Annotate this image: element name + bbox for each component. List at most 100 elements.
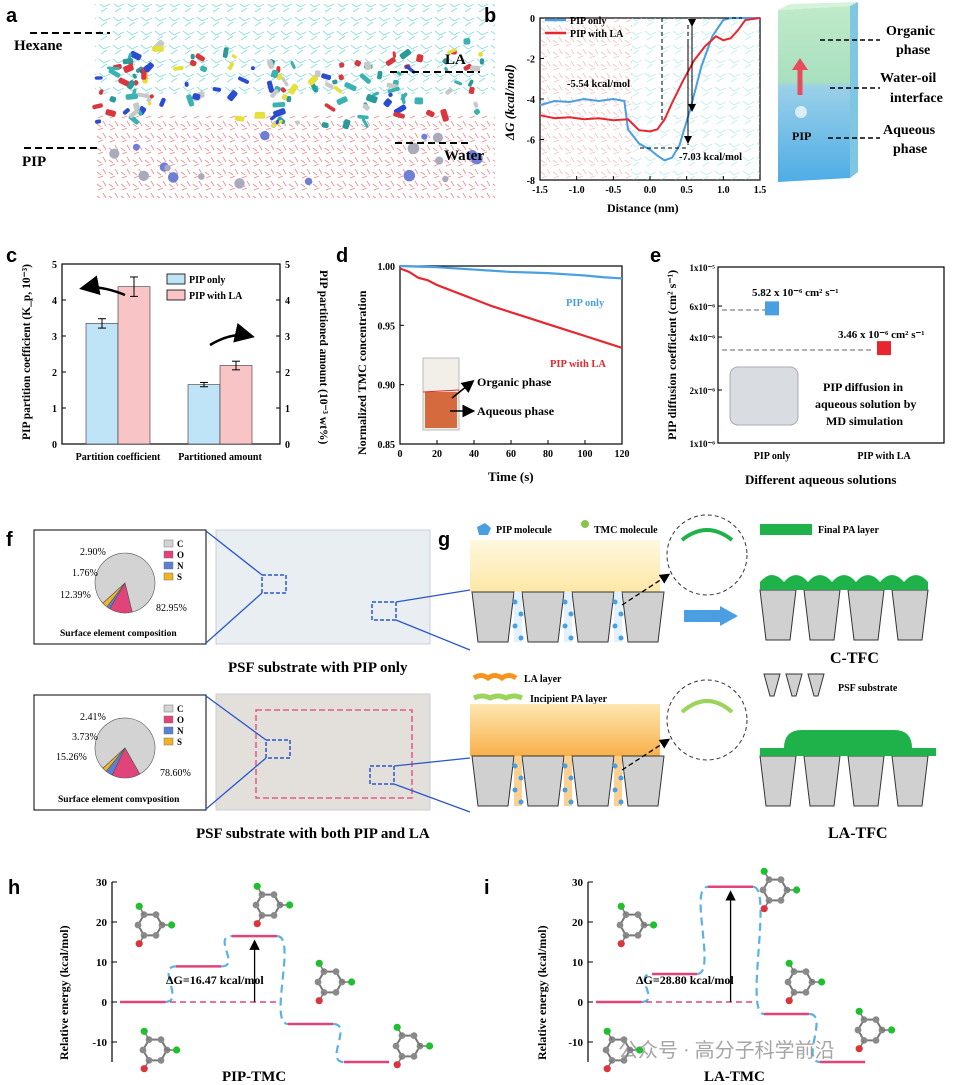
pie-top-label-c: 82.95% <box>156 603 187 614</box>
legend-pip-molecule: PIP molecule <box>496 525 552 536</box>
molecule-atom-substituent <box>135 902 143 910</box>
axes-d: 0 20 40 60 80 100 120 0.85 0.90 0.95 1.00 <box>378 262 630 460</box>
la-molecule-segment <box>147 101 152 106</box>
la-molecule-segment <box>129 108 140 119</box>
pip-molecule-atom <box>198 173 205 180</box>
legend-la-layer: LA layer <box>524 674 562 685</box>
la-molecule-segment <box>344 82 357 92</box>
molecule-atom-substituent <box>315 997 323 1005</box>
la-molecule-segment <box>416 54 424 63</box>
la-molecule-segment <box>273 108 286 118</box>
molecule-atom-c <box>410 1052 418 1060</box>
pie-legend-label-O: O <box>177 550 184 560</box>
molecule-atom-c <box>802 988 810 996</box>
la-molecule-segment <box>425 109 435 118</box>
molecule-atom-substituent <box>855 1045 863 1053</box>
y-tick-label: 20 <box>572 917 584 929</box>
la-molecule-segment <box>333 85 342 94</box>
molecule-atom-substituent <box>785 959 793 967</box>
legend-pip-la-b: PIP with LA <box>570 29 624 40</box>
legend-psf-substrate: PSF substrate <box>838 683 898 694</box>
la-molecule-segment <box>144 62 154 73</box>
la-molecule-segment <box>126 80 136 90</box>
x-category-label-e: PIP with LA <box>857 451 911 462</box>
la-molecule-segment <box>361 118 369 128</box>
la-molecule-segment <box>228 62 234 71</box>
x-tick-label-d: 20 <box>432 449 442 460</box>
la-molecule-segment <box>149 94 154 99</box>
molecule-atom-c <box>270 911 278 919</box>
la-molecule-segment <box>473 101 479 108</box>
la-molecule-segment <box>440 108 449 122</box>
la-molecule-segment <box>280 87 286 93</box>
pie-legend-swatch-S <box>163 737 174 746</box>
series-label-pip-la-d: PIP with LA <box>550 359 606 370</box>
molecule-atom-c <box>777 876 785 884</box>
caption-top-f: PSF substrate with PIP only <box>228 660 408 676</box>
pip-molecule-atom <box>132 143 140 151</box>
molecule-atom-substituent <box>168 921 176 929</box>
annotation-5-54: -5.54 kcal/mol <box>567 79 630 90</box>
zoom-line-bottom-2 <box>205 757 267 810</box>
la-molecule-segment <box>231 54 237 59</box>
phase-schematic: PIP Organic phase Water-oil interface Aq… <box>778 2 943 182</box>
molecule-atom-substituent <box>135 940 143 948</box>
legend-pip-la-c: PIP with LA <box>189 291 243 302</box>
psf-pore-wall <box>803 755 841 807</box>
la-molecule-segment <box>364 61 372 71</box>
zoom-circle-top <box>666 514 748 596</box>
y-tick-label-left-c: 4 <box>52 296 57 307</box>
la-molecule-segment <box>254 111 266 119</box>
schematic-pip-label: PIP <box>792 129 811 143</box>
pip-in-pore <box>568 635 574 641</box>
la-molecule-segment <box>98 89 104 95</box>
pie-legend-label-N: N <box>177 561 184 571</box>
series-line-b-pip-only <box>539 17 760 162</box>
series-line-d-pip-with-la <box>399 267 623 349</box>
points-e <box>765 301 891 356</box>
y-tick-label-b: -8 <box>527 176 535 187</box>
pie-legend-swatch-O <box>163 550 174 559</box>
x-tick-label-b: 0.0 <box>644 185 657 196</box>
bar-c <box>219 365 253 445</box>
c-tfc-structure <box>759 589 929 641</box>
molecule-atom-substituent <box>617 902 625 910</box>
psf-photo-top <box>215 529 431 645</box>
plot-frame-c <box>61 263 281 445</box>
x-tick-label-d: 120 <box>615 449 630 460</box>
ylabel-h: Relative energy (kcal/mol) <box>57 925 71 1060</box>
legend-final-pa-swatch <box>760 524 812 535</box>
panel-label-g: g <box>438 529 450 551</box>
molecule-atom-substituent <box>636 1046 644 1054</box>
energy-connector <box>808 1012 821 1064</box>
la-molecule-segment <box>276 73 283 81</box>
la-molecule-segment <box>152 46 164 52</box>
pie-bottom-title: Surface element comvposition <box>58 795 180 805</box>
y-tick-label-right-c: 2 <box>285 368 290 379</box>
phase-box-side <box>850 2 858 178</box>
pip-in-pore <box>612 763 618 769</box>
panel-i: i 30 20 10 0 -10 ΔG=28.80 kcal/mol Relative … <box>484 867 896 1085</box>
pip-molecule-atom <box>442 175 449 183</box>
la-molecule-segment <box>468 79 474 87</box>
psf-pore-wall <box>571 755 615 807</box>
pie-top-label-n: 1.76% <box>72 568 98 579</box>
pie-bottom-label-o: 15.26% <box>56 752 87 763</box>
pie-top-title: Surface element composition <box>60 629 177 639</box>
panel-label-f: f <box>6 529 13 551</box>
pie-legend-label-C: C <box>177 704 184 714</box>
ylabel-e: PIP diffusion coefficient (cm² s⁻¹) <box>665 270 679 440</box>
psf-pore-wall <box>785 673 803 697</box>
la-molecule-segment <box>195 53 205 62</box>
watermark: 公众号 · 高分子科学前沿 <box>618 1039 835 1062</box>
molecule-atom-substituent <box>253 920 261 928</box>
molecule-atom-substituent <box>650 921 658 929</box>
series-d <box>399 264 623 349</box>
x-category-label-c: Partitioned amount <box>178 452 262 463</box>
molecule-atom-c <box>410 1032 418 1040</box>
psf-pore-wall <box>471 755 515 807</box>
psf-pore-wall <box>891 589 929 641</box>
panel-b: b -1.5 -1.0 -0.5 0.0 0.5 1.0 1.5 0 -2 -4 -6 -8 PIP … <box>484 2 943 215</box>
la-molecule-segment <box>468 86 475 95</box>
psf-pore-wall <box>847 755 885 807</box>
